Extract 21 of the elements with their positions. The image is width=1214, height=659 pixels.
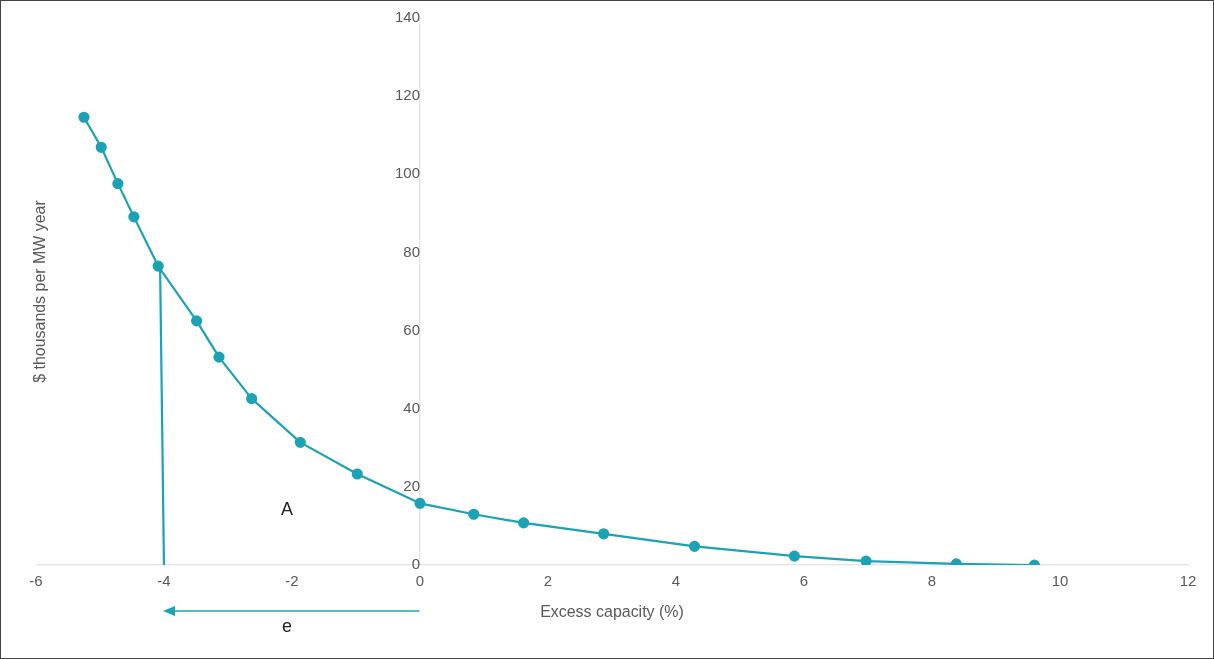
y-tick-label: 0	[411, 555, 420, 573]
x-tick-label: 8	[927, 572, 937, 590]
x-tick-label: 4	[671, 572, 681, 590]
y-tick-label: 120	[395, 86, 420, 104]
x-tick-label: -6	[29, 572, 43, 590]
y-axis-title: $ thousands per MW year	[31, 199, 49, 383]
y-tick-label: 20	[403, 477, 420, 495]
text: e	[281, 615, 292, 636]
y-tick-label: 60	[403, 320, 420, 338]
y-tick-label: 40	[403, 398, 420, 416]
x-axis-title: Excess capacity (%)	[540, 602, 684, 620]
y-tick-label: 140	[395, 8, 420, 26]
y-tick-label: 80	[403, 242, 420, 260]
x-tick-label: 12	[1179, 572, 1197, 590]
x-tick-label: -4	[157, 572, 171, 590]
x-tick-label: 2	[543, 572, 553, 590]
x-tick-label: 6	[799, 572, 809, 590]
x-tick-label: 10	[1051, 572, 1069, 590]
annotation: A	[280, 499, 293, 520]
x-tick-label: -2	[285, 572, 299, 590]
y-tick-label: 100	[395, 164, 420, 182]
